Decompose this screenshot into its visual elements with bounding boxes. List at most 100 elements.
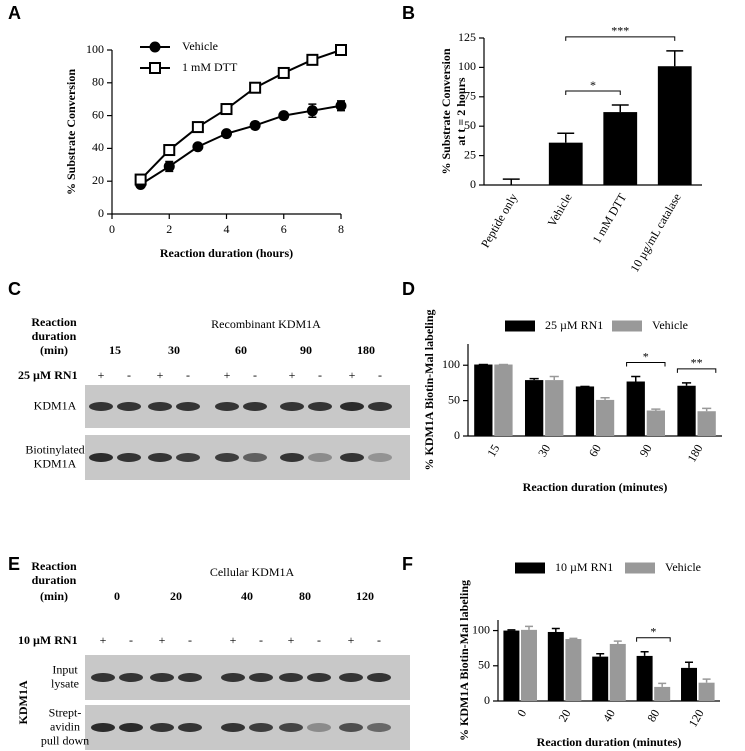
header-label: Reaction xyxy=(31,559,77,573)
y-tick-label: 25 xyxy=(464,147,476,161)
y-tick-label: 100 xyxy=(442,357,460,371)
treatment-sign: - xyxy=(188,633,192,647)
row-label: lysate xyxy=(51,676,79,690)
row-label: pull down xyxy=(41,733,89,747)
x-tick-label: 20 xyxy=(555,707,573,724)
legend-label: Vehicle xyxy=(652,318,688,332)
error-bar xyxy=(702,407,712,412)
panel-label: B xyxy=(402,3,415,23)
y-tick-label: 125 xyxy=(458,30,476,44)
legend-label: 1 mM DTT xyxy=(182,60,238,74)
bar xyxy=(698,682,715,701)
error-bar xyxy=(640,650,649,656)
bar xyxy=(654,686,671,701)
y-axis-label: % KDM1A Biotin-Mal labeling xyxy=(422,309,436,470)
treatment-sign: + xyxy=(289,368,296,382)
panel-label: F xyxy=(402,554,413,574)
treatment-sign: - xyxy=(129,633,133,647)
treatment-sign: - xyxy=(127,368,131,382)
error-bar xyxy=(596,653,605,657)
error-bar xyxy=(666,50,684,67)
blot-band xyxy=(367,723,391,732)
blot-band xyxy=(91,673,115,682)
x-tick-label: 0 xyxy=(109,222,115,236)
bar xyxy=(609,643,626,701)
y-tick-label: 100 xyxy=(458,59,476,73)
error-bar xyxy=(502,178,520,185)
x-axis-label: Reaction duration (hours) xyxy=(160,246,293,260)
y-tick-label: 0 xyxy=(470,177,476,191)
point xyxy=(335,44,347,56)
time-label: 120 xyxy=(356,589,374,603)
bar xyxy=(565,639,582,701)
header-label: duration xyxy=(32,573,77,587)
error-bar xyxy=(611,104,629,113)
significance-label: ** xyxy=(691,356,703,370)
error-bar xyxy=(702,678,711,683)
y-tick-label: 0 xyxy=(454,428,460,442)
point xyxy=(277,66,290,79)
time-label: 90 xyxy=(300,343,312,357)
x-tick-label: 30 xyxy=(535,442,553,459)
treatment-sign: + xyxy=(230,633,237,647)
y-axis-label: at t = 2 hours xyxy=(454,77,468,146)
bar xyxy=(494,364,513,436)
point xyxy=(306,53,319,66)
error-bar xyxy=(613,640,622,644)
point xyxy=(278,110,290,122)
x-tick-label: 1 mM DTT xyxy=(589,190,629,245)
legend-label: Vehicle xyxy=(182,39,218,53)
row-label: KDM1A xyxy=(34,398,77,412)
x-tick-label: 80 xyxy=(644,707,662,724)
treatment-label: 10 µM RN1 xyxy=(18,633,78,647)
treatment-sign: + xyxy=(157,368,164,382)
blot-band xyxy=(117,402,141,411)
y-tick-label: 100 xyxy=(472,622,490,636)
legend-marker xyxy=(149,41,161,53)
legend-label: 25 µM RN1 xyxy=(545,318,603,332)
error-bar xyxy=(631,375,641,382)
y-tick-label: 50 xyxy=(448,392,460,406)
blot-band xyxy=(339,673,363,682)
time-label: 40 xyxy=(241,589,253,603)
row-label: Strept- xyxy=(49,705,82,719)
x-tick-label: 40 xyxy=(600,707,618,724)
treatment-sign: + xyxy=(224,368,231,382)
legend-swatch xyxy=(625,562,655,574)
y-tick-label: 80 xyxy=(92,75,104,89)
bar xyxy=(603,112,638,185)
blot-band xyxy=(280,402,304,411)
treatment-label: 25 µM RN1 xyxy=(18,368,78,382)
time-label: 180 xyxy=(357,343,375,357)
significance-bracket xyxy=(676,368,717,373)
blot-band xyxy=(249,723,273,732)
y-tick-label: 0 xyxy=(484,693,490,707)
time-label: 20 xyxy=(170,589,182,603)
x-tick-label: 90 xyxy=(637,442,655,459)
blot-band xyxy=(308,453,332,462)
treatment-sign: + xyxy=(349,368,356,382)
point xyxy=(191,121,204,134)
x-tick-label: 60 xyxy=(586,442,604,459)
blot-band xyxy=(178,673,202,682)
panel-label: A xyxy=(8,3,21,23)
blot-band xyxy=(368,402,392,411)
significance-bracket xyxy=(565,90,621,96)
time-label: 30 xyxy=(168,343,180,357)
blot-band xyxy=(221,673,245,682)
x-tick-label: 2 xyxy=(166,222,172,236)
header-label: (min) xyxy=(40,343,68,357)
y-axis-label: % Substrate Conversion xyxy=(64,69,78,195)
error-bar xyxy=(507,629,516,631)
y-tick-label: 75 xyxy=(464,89,476,103)
significance-label: * xyxy=(590,78,596,92)
bar xyxy=(545,380,564,436)
x-axis-label: Reaction duration (minutes) xyxy=(537,735,682,749)
legend-label: Vehicle xyxy=(665,560,701,574)
treatment-sign: - xyxy=(317,633,321,647)
blot-band xyxy=(367,673,391,682)
legend-marker xyxy=(149,62,161,74)
x-tick-label: 10 µg/mL catalase xyxy=(627,191,683,275)
treatment-sign: + xyxy=(288,633,295,647)
